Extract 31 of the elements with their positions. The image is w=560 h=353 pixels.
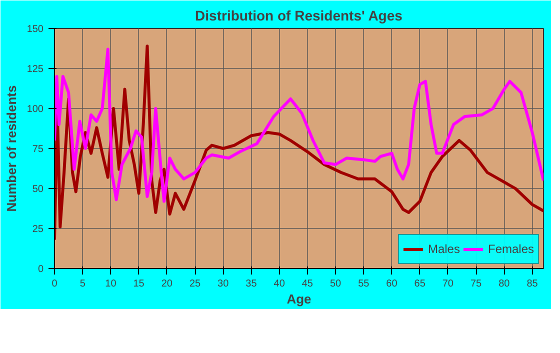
x-tick-label: 50: [330, 278, 342, 290]
x-tick-label: 75: [470, 278, 482, 290]
y-tick-label: 125: [26, 64, 44, 75]
line-series: [54, 48, 544, 203]
x-tick-label: 25: [189, 278, 202, 290]
y-tick-label: 75: [32, 144, 44, 155]
x-tick-label: 15: [133, 278, 145, 290]
legend-label: Females: [488, 242, 534, 256]
x-axis-title: Age: [286, 292, 312, 306]
y-tick-label: 25: [32, 224, 44, 235]
legend-label: Males: [428, 242, 460, 256]
x-tick-label: 20: [161, 278, 173, 290]
x-tick-label: 55: [358, 278, 370, 290]
x-tick-label: 10: [105, 278, 117, 290]
x-tick-label: 35: [246, 278, 258, 290]
x-tick-label: 80: [498, 278, 510, 290]
x-tick-label: 65: [414, 278, 426, 290]
y-tick-label: 0: [38, 264, 44, 275]
chart-title: Distribution of Residents' Ages: [195, 8, 403, 24]
y-axis-title: Number of residents: [4, 85, 19, 212]
y-tick-label: 50: [32, 184, 44, 195]
x-tick-label: 5: [80, 278, 86, 290]
y-tick-label: 100: [26, 104, 44, 115]
x-tick-label: 45: [302, 278, 314, 290]
x-tick-label: 60: [386, 278, 398, 290]
x-tick-label: 30: [218, 278, 230, 290]
x-tick-label: 70: [442, 278, 454, 290]
x-tick-label: 0: [52, 278, 58, 290]
x-tick-label: 85: [526, 278, 538, 290]
y-tick-label: 150: [26, 24, 44, 35]
x-tick-label: 40: [274, 278, 286, 290]
